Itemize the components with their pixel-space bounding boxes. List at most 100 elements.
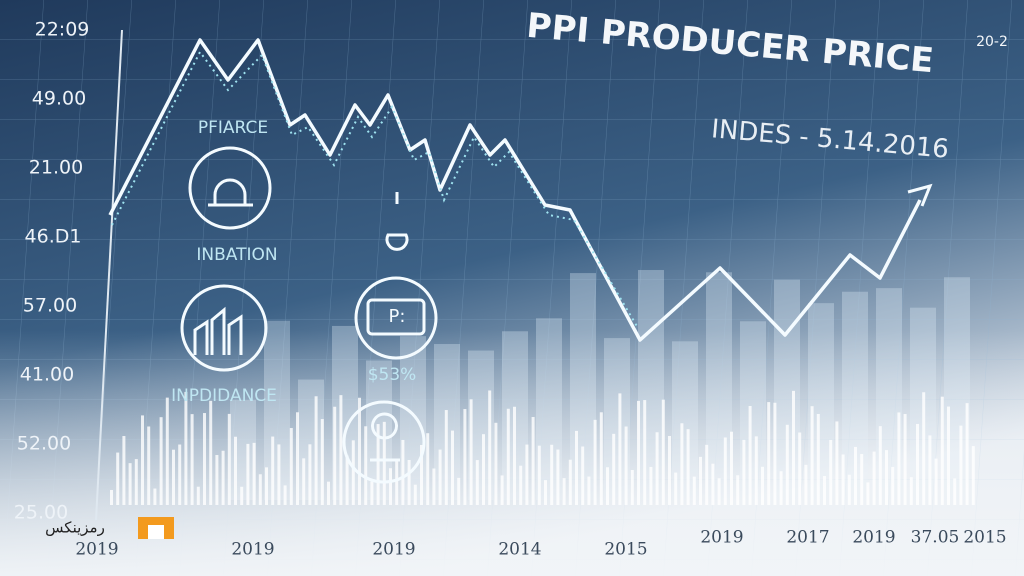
icon-label: $53% bbox=[368, 365, 417, 385]
small-bar bbox=[965, 403, 969, 505]
small-bar bbox=[550, 444, 554, 505]
small-bar bbox=[370, 481, 374, 505]
small-bar bbox=[866, 482, 870, 505]
small-bar bbox=[587, 476, 591, 505]
small-bar bbox=[475, 460, 479, 505]
small-bar bbox=[655, 432, 659, 505]
small-bar bbox=[376, 424, 380, 505]
small-bar bbox=[953, 478, 957, 505]
small-bar bbox=[674, 472, 678, 505]
small-bar bbox=[159, 417, 163, 505]
small-bar bbox=[246, 443, 250, 505]
small-bar bbox=[798, 432, 802, 505]
small-bar bbox=[364, 426, 368, 505]
small-bar bbox=[116, 452, 120, 505]
small-bar bbox=[767, 402, 771, 505]
small-bar bbox=[407, 459, 411, 505]
small-bar bbox=[506, 408, 510, 505]
small-bar bbox=[804, 464, 808, 505]
small-bar bbox=[389, 468, 392, 505]
small-bar bbox=[637, 400, 640, 505]
small-bar bbox=[680, 423, 684, 505]
icon-label: INBATION bbox=[196, 245, 277, 265]
small-bar bbox=[922, 392, 926, 505]
small-bar bbox=[240, 486, 244, 505]
y-label: 25.00 bbox=[14, 502, 68, 524]
small-bar bbox=[792, 390, 795, 505]
small-bar bbox=[872, 451, 876, 505]
small-bar bbox=[513, 406, 516, 505]
small-bar bbox=[556, 449, 560, 505]
small-bar bbox=[271, 436, 275, 505]
small-bars bbox=[110, 390, 975, 505]
small-bar bbox=[172, 449, 175, 505]
icon-label: INPDIDANCE bbox=[171, 386, 277, 406]
small-bar bbox=[141, 415, 144, 505]
small-bar bbox=[277, 444, 281, 505]
small-bar bbox=[401, 439, 405, 505]
small-bar bbox=[531, 417, 535, 505]
small-bar bbox=[265, 467, 268, 505]
small-bar bbox=[699, 456, 702, 505]
small-bar bbox=[897, 412, 901, 505]
small-bar bbox=[823, 476, 826, 505]
small-bar bbox=[928, 435, 932, 505]
small-bar bbox=[234, 436, 237, 505]
small-bar bbox=[333, 406, 337, 505]
x-label: 2019 bbox=[75, 540, 118, 560]
small-bar bbox=[575, 430, 578, 505]
small-bar bbox=[252, 442, 256, 505]
small-bar bbox=[196, 486, 200, 505]
small-bar bbox=[382, 421, 386, 505]
small-bar bbox=[779, 471, 783, 505]
small-bar bbox=[339, 395, 343, 505]
small-bar bbox=[934, 458, 938, 505]
small-bar bbox=[630, 469, 634, 505]
small-bar bbox=[692, 476, 696, 505]
small-bar bbox=[593, 419, 597, 505]
small-bar bbox=[860, 454, 864, 505]
small-bar bbox=[785, 424, 789, 505]
small-bar bbox=[816, 413, 820, 505]
small-bar bbox=[314, 396, 318, 505]
x-label: 2014 bbox=[498, 540, 541, 560]
small-bar bbox=[748, 406, 752, 505]
small-bar bbox=[488, 390, 492, 505]
small-bar bbox=[829, 439, 833, 505]
small-bar bbox=[835, 421, 839, 505]
small-bar bbox=[878, 426, 882, 505]
small-bar bbox=[444, 410, 448, 505]
small-bar bbox=[469, 399, 473, 505]
small-bar bbox=[395, 459, 399, 505]
ticket-label: P: bbox=[389, 306, 406, 327]
small-bar bbox=[413, 484, 417, 505]
logo-mark bbox=[148, 525, 164, 539]
small-bar bbox=[283, 485, 287, 505]
small-bar bbox=[345, 455, 349, 505]
small-bar bbox=[810, 406, 814, 505]
arrow-head bbox=[907, 183, 933, 207]
small-bar bbox=[289, 428, 293, 505]
small-bar bbox=[134, 459, 138, 505]
small-bar bbox=[854, 446, 857, 505]
small-bar bbox=[916, 423, 919, 505]
small-bar bbox=[178, 444, 182, 505]
small-bar bbox=[723, 437, 727, 505]
small-bar bbox=[320, 419, 324, 505]
small-bar bbox=[661, 399, 665, 505]
small-bar bbox=[500, 475, 504, 505]
small-bar bbox=[184, 391, 188, 505]
y-label: 46.D1 bbox=[25, 226, 82, 248]
small-bar bbox=[302, 458, 306, 505]
small-bar bbox=[742, 439, 746, 505]
y-label: 49.00 bbox=[32, 88, 86, 110]
small-bar bbox=[351, 440, 355, 505]
dotted-line bbox=[111, 50, 639, 329]
small-bar bbox=[165, 397, 169, 505]
small-bar bbox=[730, 431, 733, 505]
x-label: 2015 bbox=[604, 540, 647, 560]
small-bar bbox=[519, 465, 523, 505]
small-bar bbox=[618, 393, 622, 505]
small-bar bbox=[940, 396, 944, 505]
